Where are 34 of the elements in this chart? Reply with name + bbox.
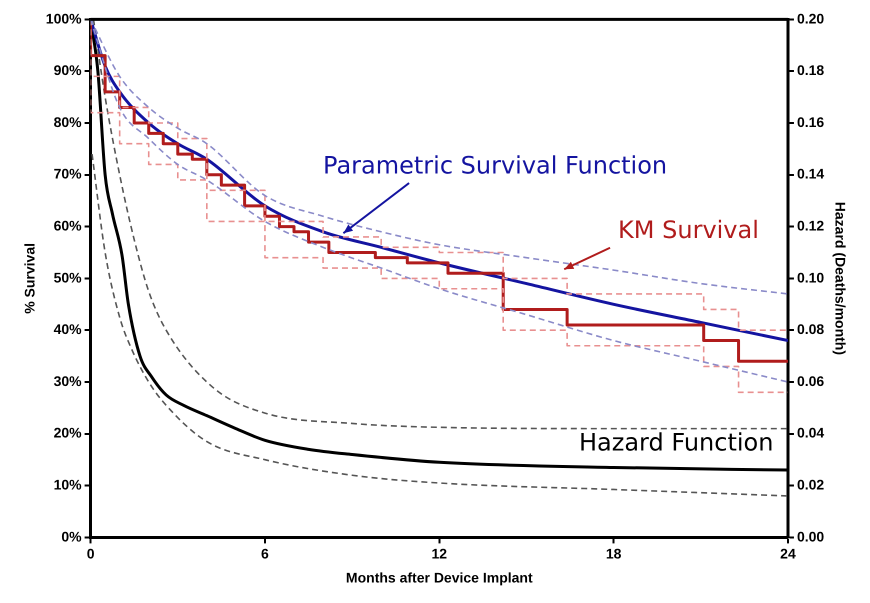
y2-tick-label: 0.12	[796, 217, 824, 234]
x-tick-label: 24	[780, 546, 796, 562]
x-tick-label: 12	[431, 546, 448, 562]
y-tick-label: 60%	[54, 217, 82, 234]
y-tick-label: 80%	[54, 114, 82, 130]
y2-tick-label: 0.00	[796, 528, 824, 544]
y-tick-label: 0%	[61, 528, 82, 544]
y-tick-label: 90%	[54, 62, 82, 78]
text: KM Survival	[618, 216, 759, 244]
y2-axis-title: Hazard (Deaths/month)	[832, 202, 849, 356]
x-axis-title: Months after Device Implant	[346, 569, 533, 586]
y-tick-label: 100%	[46, 10, 82, 26]
y-tick-label: 40%	[54, 321, 82, 338]
y-axis-title: % Survival	[21, 242, 38, 314]
y-tick-label: 50%	[54, 269, 82, 286]
y2-tick-label: 0.14	[796, 166, 824, 182]
y-tick-label: 30%	[54, 372, 82, 389]
x-tick-label: 0	[86, 546, 95, 562]
y2-tick-label: 0.04	[796, 424, 824, 441]
y2-tick-label: 0.08	[796, 321, 824, 338]
y-tick-label: 70%	[54, 166, 82, 182]
line-series	[91, 153, 788, 497]
y2-tick-label: 0.10	[796, 269, 824, 286]
text: Parametric Survival Function	[323, 151, 668, 180]
y-tick-label: 20%	[54, 424, 82, 441]
x-tick-label: 6	[261, 546, 270, 562]
x-tick-label: 18	[606, 546, 622, 562]
y2-tick-label: 0.20	[796, 10, 824, 26]
y-tick-label: 10%	[54, 476, 82, 492]
y2-tick-label: 0.02	[796, 476, 824, 492]
y2-tick-label: 0.16	[796, 114, 824, 130]
y2-tick-label: 0.06	[796, 372, 824, 389]
series-label: Hazard Function	[578, 428, 774, 456]
y2-tick-label: 0.18	[796, 62, 824, 78]
